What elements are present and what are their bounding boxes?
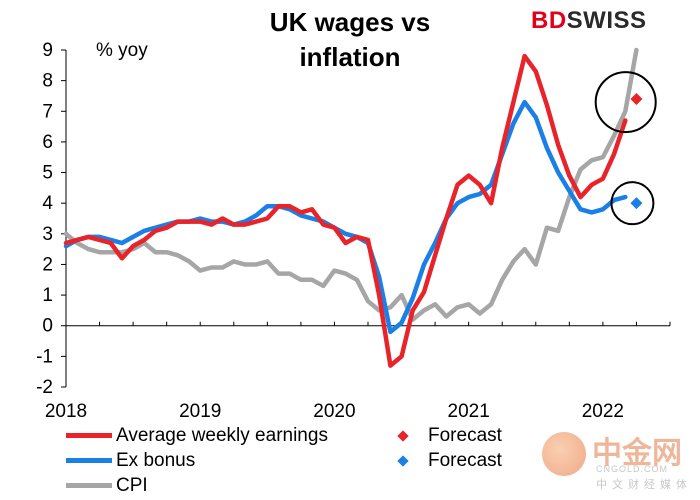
logo-part2: SWISS — [566, 7, 647, 34]
y-unit-label: % yoy — [96, 40, 148, 61]
y-tick-label: 9 — [42, 40, 53, 61]
legend-swatch-ex-bonus — [66, 458, 112, 463]
watermark-subtitle: 中文财经媒体 — [596, 479, 692, 491]
cngold-watermark: 中金网 CNGOLD.COM 中文财经媒体 — [540, 426, 700, 496]
x-tick-label: 2022 — [582, 401, 624, 422]
annotation-circle — [594, 71, 657, 134]
y-tick-label: 7 — [42, 101, 53, 122]
chart-title-line1: UK wages vs — [269, 7, 431, 37]
y-tick-label: 2 — [42, 254, 53, 275]
forecast-marker-awe — [630, 93, 643, 106]
legend-label-ex-bonus: Ex bonus — [116, 450, 196, 471]
watermark-logo-icon — [542, 432, 586, 476]
series-line-cpi — [63, 47, 639, 322]
legend-label-cpi: CPI — [116, 475, 148, 496]
y-tick-label: 8 — [42, 71, 53, 92]
x-tick-label: 2021 — [448, 401, 490, 422]
annotation-circle — [610, 181, 655, 226]
y-tick-label: 6 — [42, 132, 53, 153]
legend-swatch-cpi — [66, 483, 112, 488]
bdswiss-logo: BDSWISS — [531, 7, 647, 35]
legend-swatch-awe — [66, 433, 112, 438]
x-tick-label: 2020 — [313, 401, 355, 422]
x-tick-label: 2018 — [45, 401, 87, 422]
watermark-zh: 中金网 — [592, 436, 682, 471]
watermark-url: CNGOLD.COM — [596, 464, 669, 474]
legend-label-forecast-blue: Forecast — [428, 450, 502, 471]
legend-label-awe: Average weekly earnings — [116, 425, 328, 446]
y-tick-label: 5 — [42, 163, 53, 184]
y-tick-label: 0 — [42, 316, 53, 337]
series-line-average-weekly-earnings — [63, 53, 628, 368]
chart-title-line2: inflation — [299, 42, 401, 72]
y-tick-label: 3 — [42, 224, 53, 245]
y-tick-label: 1 — [42, 285, 53, 306]
forecast-marker-ex-bonus — [630, 197, 643, 210]
legend-label-forecast-red: Forecast — [428, 425, 502, 446]
y-tick-label: 4 — [42, 193, 53, 214]
y-tick-label: -2 — [36, 377, 53, 398]
x-tick-label: 2019 — [179, 401, 221, 422]
logo-part1: BD — [531, 7, 567, 34]
y-tick-label: -1 — [36, 346, 53, 367]
series-line-ex-bonus — [63, 99, 628, 335]
